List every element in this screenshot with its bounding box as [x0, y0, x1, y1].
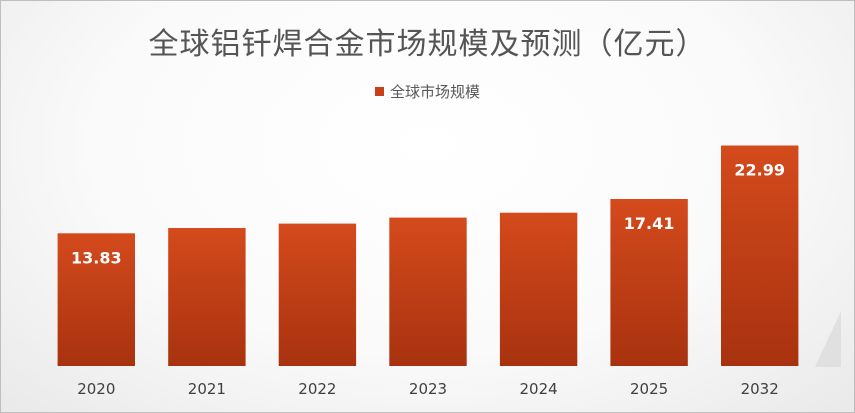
- bar-2022: [278, 223, 357, 366]
- legend-label: 全球市场规模: [389, 83, 480, 101]
- x-tick-2024: 2024: [520, 380, 558, 398]
- x-tick-2022: 2022: [298, 380, 336, 398]
- x-tick-2021: 2021: [188, 380, 226, 398]
- bar-2023: [389, 217, 467, 366]
- bar-2020: [57, 233, 135, 366]
- x-tick-2025: 2025: [630, 380, 668, 398]
- legend-swatch: [374, 87, 384, 96]
- x-tick-2020: 2020: [77, 380, 115, 398]
- x-tick-2023: 2023: [409, 380, 447, 398]
- bar-2021: [168, 228, 246, 366]
- bar-2025: [610, 199, 688, 366]
- data-label-2025: 17.41: [624, 214, 675, 233]
- chart-title: 全球铝钎焊合金市场规模及预测（亿元）: [148, 27, 707, 62]
- data-label-2032: 22.99: [734, 161, 785, 180]
- data-label-2020: 13.83: [71, 248, 122, 267]
- chart-legend: 全球市场规模: [1, 81, 854, 102]
- bar-2024: [499, 212, 578, 366]
- x-tick-2032: 2032: [741, 380, 779, 398]
- bar-2032: [721, 145, 799, 366]
